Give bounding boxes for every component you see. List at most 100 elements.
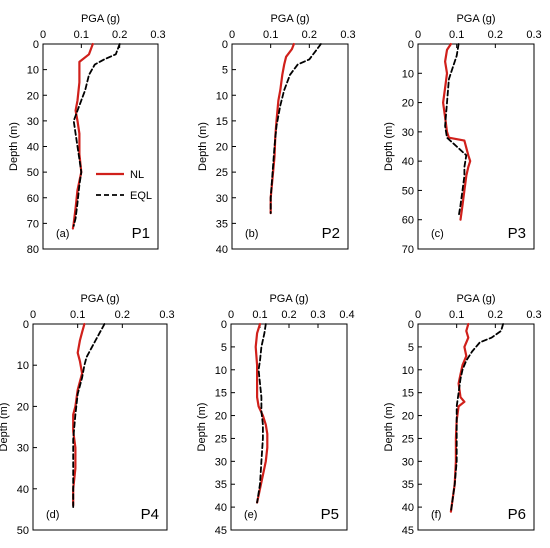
x-tick-label: 0.3 <box>150 29 165 41</box>
plot-frame <box>32 323 168 531</box>
profile-name: P2 <box>322 225 340 242</box>
x-axis-label: PGA (g) <box>269 293 308 305</box>
y-tick-label: 20 <box>402 411 414 423</box>
y-tick-label: 10 <box>216 90 228 102</box>
series-line-eql <box>444 43 468 218</box>
y-tick-label: 15 <box>402 388 414 400</box>
x-tick-label: 0.1 <box>252 309 267 321</box>
y-tick-label: 30 <box>27 116 39 128</box>
y-axis-label: Depth (m) <box>197 122 209 171</box>
y-axis-label: Depth (m) <box>196 403 208 452</box>
x-tick-label: 0 <box>40 29 46 41</box>
y-tick-label: 40 <box>402 156 414 168</box>
y-tick-label: 10 <box>402 68 414 80</box>
y-tick-label: 35 <box>402 479 414 491</box>
x-tick-label: 0 <box>228 309 234 321</box>
x-tick-label: 0.1 <box>263 29 278 41</box>
y-tick-label: 30 <box>402 127 414 139</box>
x-tick-label: 0.2 <box>281 309 296 321</box>
x-tick-label: 0.3 <box>310 309 325 321</box>
y-tick-label: 5 <box>221 342 227 354</box>
y-tick-label: 5 <box>222 65 228 77</box>
y-tick-label: 25 <box>216 167 228 179</box>
subplot-label: (c) <box>431 228 444 240</box>
y-tick-label: 30 <box>17 443 29 455</box>
panel-p1: 0 0.1 0.2 0.3 0 10 20 30 40 50 60 70 80 PGA (g) Depth … <box>8 13 166 256</box>
y-tick-label: 20 <box>27 90 39 102</box>
y-tick-label: 40 <box>216 244 228 256</box>
profile-name: P6 <box>508 506 526 523</box>
x-axis-label: PGA (g) <box>456 13 495 25</box>
x-axis-label: PGA (g) <box>80 293 119 305</box>
x-tick-label: 0 <box>415 29 421 41</box>
y-tick-label: 20 <box>215 411 227 423</box>
x-tick-label: 0.1 <box>74 29 89 41</box>
series-line-nl <box>254 322 269 504</box>
x-tick-label: 0.4 <box>339 309 354 321</box>
x-tick-label: 0 <box>415 309 421 321</box>
x-tick-label: 0.2 <box>115 309 130 321</box>
series-line-nl <box>442 42 472 221</box>
plot-frame <box>230 323 348 531</box>
subplot-label: (b) <box>245 228 258 240</box>
y-tick-label: 60 <box>402 215 414 227</box>
y-tick-label: 15 <box>216 116 228 128</box>
y-axis-label: Depth (m) <box>0 403 10 452</box>
y-tick-label: 40 <box>17 484 29 496</box>
profile-name: P5 <box>321 506 339 523</box>
x-tick-label: 0.3 <box>526 309 541 321</box>
y-tick-label: 80 <box>27 244 39 256</box>
y-tick-label: 20 <box>17 401 29 413</box>
y-tick-label: 0 <box>408 39 414 51</box>
plot-frame <box>417 323 535 531</box>
legend-label-eql: EQL <box>130 190 152 202</box>
x-tick-label: 0.3 <box>159 309 174 321</box>
x-tick-label: 0 <box>229 29 235 41</box>
y-tick-label: 50 <box>17 525 29 537</box>
y-tick-label: 0 <box>222 39 228 51</box>
y-tick-label: 0 <box>33 39 39 51</box>
y-tick-label: 10 <box>27 65 39 77</box>
y-tick-label: 70 <box>27 218 39 230</box>
y-tick-label: 30 <box>402 456 414 468</box>
y-tick-label: 0 <box>23 319 29 331</box>
y-tick-label: 50 <box>27 167 39 179</box>
x-tick-label: 0.3 <box>526 29 541 41</box>
y-tick-label: 35 <box>215 479 227 491</box>
y-tick-label: 40 <box>27 142 39 154</box>
y-tick-label: 70 <box>402 244 414 256</box>
y-tick-label: 35 <box>216 218 228 230</box>
y-tick-label: 10 <box>402 365 414 377</box>
y-tick-label: 40 <box>215 502 227 514</box>
y-tick-label: 25 <box>215 433 227 445</box>
y-tick-label: 10 <box>17 360 29 372</box>
x-tick-label: 0.3 <box>340 29 355 41</box>
x-tick-label: 0.2 <box>488 29 503 41</box>
series-line-eql <box>449 323 505 513</box>
y-tick-label: 0 <box>408 319 414 331</box>
y-tick-label: 0 <box>221 319 227 331</box>
y-tick-label: 20 <box>216 142 228 154</box>
series-line-eql <box>72 43 121 227</box>
x-tick-label: 0 <box>30 309 36 321</box>
panel-p5: 0 0.1 0.2 0.3 0.4 0 5 10 15 20 25 30 35 40 45 PGA (g) De… <box>196 293 355 537</box>
series-line-nl <box>449 322 470 513</box>
x-tick-label: 0.1 <box>70 309 85 321</box>
y-tick-label: 60 <box>27 193 39 205</box>
y-tick-label: 45 <box>402 525 414 537</box>
subplot-label: (d) <box>46 509 59 521</box>
legend-label-nl: NL <box>130 169 144 181</box>
y-tick-label: 25 <box>402 433 414 445</box>
y-tick-label: 20 <box>402 98 414 110</box>
y-axis-label: Depth (m) <box>383 403 395 452</box>
x-axis-label: PGA (g) <box>270 13 309 25</box>
y-tick-label: 15 <box>215 388 227 400</box>
y-tick-label: 30 <box>215 456 227 468</box>
plot-frame <box>417 43 535 250</box>
subplot-label: (e) <box>244 509 257 521</box>
y-axis-label: Depth (m) <box>383 122 395 171</box>
x-tick-label: 0.2 <box>302 29 317 41</box>
panel-p2: 0 0.1 0.2 0.3 0 5 10 15 20 25 30 35 40 PGA (g) Depth (… <box>197 13 356 256</box>
y-tick-label: 5 <box>408 342 414 354</box>
